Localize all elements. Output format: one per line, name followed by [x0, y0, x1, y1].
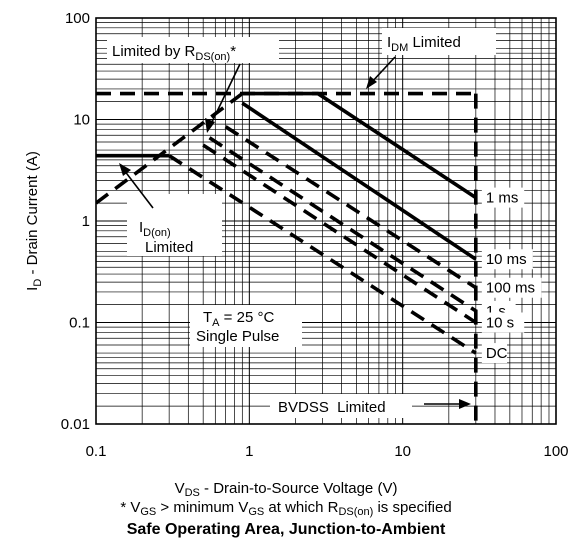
rds-limited-arrowhead [205, 118, 215, 133]
footnote-p1: * V [120, 499, 141, 516]
x-axis-label: VDS - Drain-to-Source Voltage (V) [0, 480, 572, 499]
x-tick-label: 10 [394, 443, 411, 460]
idon-limited-arrow [123, 169, 154, 209]
footnote-p4: is specified [373, 499, 452, 516]
idon-limited-box [127, 194, 222, 256]
x-tick-label: 0.1 [86, 443, 107, 460]
x-tick-label: 1 [245, 443, 253, 460]
y-tick-label: 0.01 [61, 416, 90, 433]
y-tick-label: 100 [65, 10, 90, 27]
y-axis-label-sub: D [32, 279, 44, 287]
chart-title: Safe Operating Area, Junction-to-Ambient [126, 521, 446, 538]
conditions-sub: A [212, 317, 220, 329]
series-layer [96, 91, 478, 424]
limit-line-limited-by-r-ds-on [96, 92, 244, 205]
footnote-p3: at which R [264, 499, 339, 516]
y-axis-label-main: I [24, 287, 41, 291]
series-line-dc [168, 154, 477, 355]
bvdss-limited-arrowhead [459, 399, 471, 409]
rds-limited-rest: * [230, 43, 236, 60]
idm-limited-rest: Limited [408, 34, 461, 51]
footnote-s3: DS(on) [338, 506, 374, 518]
tick-labels: 0.1 1 10 100 0.01 0.1 1 10 100 [61, 10, 569, 460]
footnote-s2: GS [248, 506, 265, 518]
curve-label-10-ms: 10 ms [486, 251, 527, 268]
x-axis-label-rest: - Drain-to-Source Voltage (V) [199, 480, 398, 497]
series-line-1-s [208, 136, 477, 313]
curve-label-bg [481, 277, 542, 298]
conditions-line2: Single Pulse [196, 328, 279, 345]
y-axis-label-rest: - Drain Current (A) [24, 151, 41, 279]
curve-label-10-s: 10 s [486, 315, 514, 332]
rds-limited-main: Limited by R [112, 43, 196, 60]
footnote-p2: > minimum V [156, 499, 249, 516]
curve-label-100-ms: 100 ms [486, 280, 535, 297]
series-line-10-s [202, 143, 477, 325]
idon-limited-line2: Limited [145, 239, 193, 256]
curve-label-1-ms: 1 ms [486, 190, 519, 207]
conditions-main: T [203, 309, 212, 326]
footnote: * VGS > minimum VGS at which RDS(on) is … [0, 499, 572, 518]
curve-label-dc: DC [486, 345, 508, 362]
idon-limited-main: I [139, 219, 143, 236]
idm-limited-arrowhead [366, 76, 377, 89]
idm-limited-box [382, 28, 496, 55]
idon-limited-arrowhead [119, 163, 131, 176]
rds-limited-box [107, 37, 279, 63]
idm-limited-sub: DM [391, 42, 408, 54]
idon-limited-sub: D(on) [143, 227, 171, 239]
idon-limited-label: ID(on) [139, 219, 171, 239]
conditions-rest: = 25 °C [220, 309, 275, 326]
conditions-box [190, 305, 302, 347]
x-axis-label-sub: DS [184, 487, 200, 499]
x-axis-label-main: V [174, 480, 185, 497]
conditions-label: TA = 25 °C [203, 309, 274, 329]
idm-limited-arrow [370, 56, 396, 84]
annotations: Limited by RDS(on)* IDM Limited ID(on) L… [107, 28, 542, 418]
y-tick-label: 0.1 [69, 315, 90, 332]
curve-label-bg [481, 249, 533, 270]
series-line-1-ms [242, 91, 477, 200]
series-line-100-ms [224, 125, 477, 290]
y-tick-label: 1 [82, 213, 90, 230]
idm-limited-label: IDM Limited [387, 34, 461, 54]
bvdss-limited-box [270, 394, 412, 418]
bvdss-limited-label: BVDSS Limited [278, 399, 386, 416]
y-tick-label: 10 [73, 112, 90, 129]
series-line-10-ms [241, 101, 477, 261]
curve-label-bg [481, 187, 525, 208]
rds-limited-arrow [209, 63, 241, 127]
footnote-s1: GS [140, 506, 157, 518]
y-axis-label: ID - Drain Current (A) [24, 151, 44, 291]
plot-frame [95, 17, 557, 425]
idm-limited-main: I [387, 34, 391, 51]
curve-label-bg [481, 343, 508, 364]
rds-limited-sub: DS(on) [195, 51, 230, 63]
curve-label-bg [481, 312, 525, 333]
x-tick-label: 100 [543, 443, 568, 460]
rds-limited-label: Limited by RDS(on)* [112, 43, 236, 63]
